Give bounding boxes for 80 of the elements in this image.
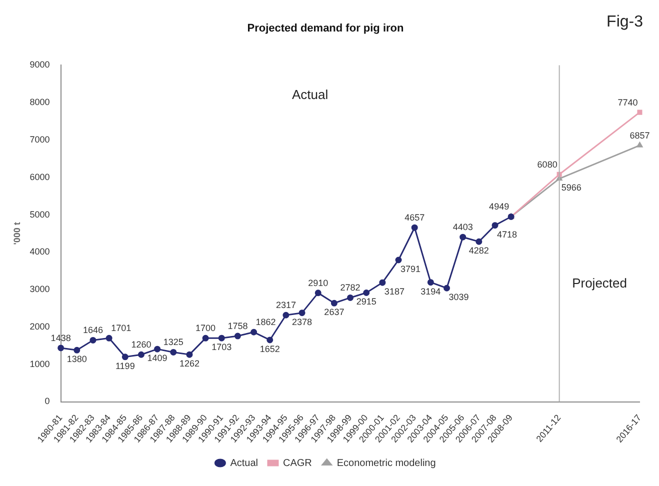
data-label: 1380 bbox=[66, 354, 87, 364]
point bbox=[250, 328, 258, 336]
y-tick-label: 3000 bbox=[30, 284, 50, 294]
point bbox=[492, 222, 498, 229]
point bbox=[395, 256, 402, 264]
point bbox=[444, 284, 450, 292]
data-label: 1701 bbox=[111, 323, 132, 334]
point bbox=[106, 334, 112, 342]
data-label: 2637 bbox=[324, 307, 344, 318]
point bbox=[74, 346, 80, 354]
data-label: 1703 bbox=[212, 342, 232, 352]
data-label: 2915 bbox=[356, 296, 376, 307]
point bbox=[298, 310, 306, 316]
data-label: 1646 bbox=[82, 325, 104, 336]
y-tick-label: 0 bbox=[44, 396, 50, 406]
data-label: 3791 bbox=[400, 264, 421, 274]
data-label: 4403 bbox=[452, 222, 473, 232]
y-tick-label: 1000 bbox=[30, 358, 50, 369]
point bbox=[154, 346, 161, 352]
data-label: 1409 bbox=[147, 353, 168, 364]
y-tick-label: 8000 bbox=[30, 97, 50, 108]
data-label: 3194 bbox=[420, 286, 441, 296]
point bbox=[282, 312, 290, 318]
point bbox=[314, 290, 322, 296]
point bbox=[636, 142, 643, 148]
data-label: 1652 bbox=[260, 344, 280, 354]
data-label: 3039 bbox=[448, 292, 469, 302]
data-label: 3187 bbox=[384, 286, 404, 297]
y-axis-title: '000 t bbox=[12, 222, 22, 245]
point bbox=[460, 234, 466, 240]
data-label: 7740 bbox=[618, 97, 638, 108]
point bbox=[234, 332, 241, 340]
data-label: 2782 bbox=[340, 282, 360, 293]
point bbox=[58, 344, 64, 352]
point bbox=[427, 279, 434, 286]
y-tick-label: 6000 bbox=[30, 172, 50, 182]
data-label: 4657 bbox=[404, 212, 425, 223]
y-tick-label: 4000 bbox=[30, 246, 50, 257]
point bbox=[347, 294, 354, 301]
data-label: 1862 bbox=[256, 317, 276, 328]
annotation: Actual bbox=[292, 86, 328, 102]
data-label: 1260 bbox=[131, 340, 152, 350]
text: Fig-3 bbox=[606, 13, 644, 30]
point bbox=[90, 336, 96, 344]
chart-title: Projected demand for pig iron bbox=[247, 22, 404, 35]
data-label: 2378 bbox=[292, 316, 312, 327]
data-label: 4949 bbox=[489, 202, 510, 212]
point bbox=[363, 290, 370, 296]
data-label: 4718 bbox=[497, 229, 518, 240]
point bbox=[637, 110, 642, 115]
point bbox=[266, 336, 274, 344]
data-label: 6080 bbox=[537, 159, 558, 170]
point bbox=[411, 224, 418, 231]
point bbox=[218, 334, 225, 342]
y-tick-label: 7000 bbox=[30, 134, 50, 144]
data-label: 6857 bbox=[630, 130, 650, 140]
point bbox=[379, 279, 386, 286]
legend-label: CAGR bbox=[282, 458, 312, 469]
annotation: Projected bbox=[572, 276, 627, 291]
y-tick-label: 5000 bbox=[30, 209, 50, 220]
data-label: 2910 bbox=[308, 278, 328, 288]
point bbox=[138, 351, 144, 358]
point bbox=[186, 351, 193, 358]
data-label: 1700 bbox=[196, 323, 216, 334]
data-label: 1262 bbox=[179, 358, 200, 369]
data-label: 1758 bbox=[228, 321, 248, 331]
legend-label: Actual bbox=[230, 458, 258, 469]
y-tick-label: 2000 bbox=[30, 321, 50, 332]
data-label: 1199 bbox=[115, 360, 135, 371]
data-label: 1325 bbox=[163, 337, 184, 348]
point bbox=[122, 354, 128, 360]
data-label: 5966 bbox=[561, 182, 582, 193]
point bbox=[330, 300, 338, 306]
point bbox=[170, 348, 177, 356]
point bbox=[476, 238, 482, 245]
y-tick-label: 9000 bbox=[30, 60, 50, 70]
data-label: 4282 bbox=[468, 246, 489, 256]
point bbox=[202, 334, 209, 342]
data-label: 2317 bbox=[276, 300, 296, 310]
legend-label: Econometric modeling bbox=[336, 458, 436, 469]
